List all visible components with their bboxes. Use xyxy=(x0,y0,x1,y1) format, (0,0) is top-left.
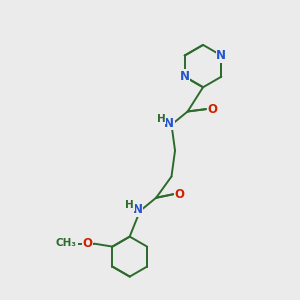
Text: H: H xyxy=(157,114,166,124)
Text: O: O xyxy=(207,103,218,116)
Text: N: N xyxy=(216,49,226,62)
Text: N: N xyxy=(133,203,142,216)
Text: N: N xyxy=(164,117,174,130)
Text: CH₃: CH₃ xyxy=(56,238,77,248)
Text: O: O xyxy=(82,237,93,250)
Text: O: O xyxy=(175,188,185,201)
Text: H: H xyxy=(125,200,134,210)
Text: N: N xyxy=(180,70,190,83)
